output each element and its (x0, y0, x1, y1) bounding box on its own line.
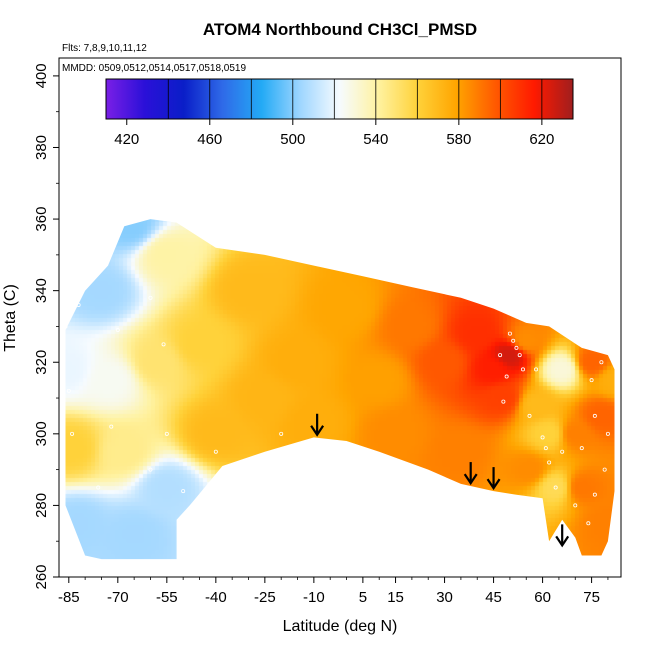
sample-point (70, 431, 75, 436)
sample-point (148, 467, 153, 472)
y-tick-label: 320 (33, 350, 50, 375)
x-tick-label: 5 (359, 589, 367, 606)
sample-point (109, 424, 114, 429)
colorbar-tick-label: 500 (280, 131, 305, 148)
arrow-marker (486, 467, 501, 491)
y-tick-label: 340 (33, 278, 50, 303)
sample-point (534, 367, 539, 372)
sample-point (514, 345, 519, 350)
sample-point (599, 360, 604, 365)
arrow-marker (310, 413, 325, 437)
sample-points (63, 220, 610, 526)
flights-note: Flts: 7,8,9,10,11,12 (62, 43, 147, 54)
arrow-markers (310, 413, 570, 548)
sample-point (586, 521, 591, 526)
x-axis-label: Latitude (deg N) (283, 618, 398, 635)
x-tick-label: 60 (534, 589, 551, 606)
colorbar-tick-label: 460 (197, 131, 222, 148)
x-tick-label: -55 (156, 589, 178, 606)
sample-point (592, 413, 597, 418)
colorbar-ticks: 420 460 500 540 580 620 (114, 79, 554, 148)
dates-note: MMDD: 0509,0512,0514,0517,0518,0519 (62, 63, 246, 74)
sample-point (553, 485, 558, 490)
sample-point (89, 274, 94, 279)
plot-frame (58, 57, 622, 578)
sample-point (125, 220, 130, 225)
sample-point (602, 467, 607, 472)
y-axis-label: Theta (C) (2, 284, 19, 352)
sample-point (507, 331, 512, 336)
y-tick-label: 260 (33, 564, 50, 589)
sample-point (498, 353, 503, 358)
colorbar-tick-label: 420 (114, 131, 139, 148)
x-axis: -85 -70 -55 -40 -25 -10 5 15 30 45 60 75 (58, 577, 609, 606)
sample-point (279, 431, 284, 436)
sample-point (96, 485, 101, 490)
sample-point (504, 374, 509, 379)
sample-point (213, 449, 218, 454)
x-tick-label: 45 (485, 589, 502, 606)
sample-point (76, 302, 81, 307)
sample-point (589, 378, 594, 383)
y-tick-label: 360 (33, 207, 50, 232)
sample-point (148, 295, 153, 300)
sample-point (501, 399, 506, 404)
sample-point (517, 353, 522, 358)
x-tick-label: -85 (58, 589, 80, 606)
sample-point (527, 413, 532, 418)
colorbar-tick-label: 580 (446, 131, 471, 148)
sample-point (181, 489, 186, 494)
sample-point (543, 446, 548, 451)
x-tick-label: -10 (303, 589, 325, 606)
sample-point (592, 492, 597, 497)
y-axis: 260 280 300 320 340 360 380 400 (33, 63, 59, 590)
sample-point (579, 446, 584, 451)
y-tick-label: 400 (33, 63, 50, 88)
colorbar: 420 460 500 540 580 620 (105, 78, 574, 148)
x-tick-label: -70 (107, 589, 129, 606)
x-tick-label: 15 (387, 589, 404, 606)
x-tick-label: -40 (205, 589, 227, 606)
sample-point (66, 388, 71, 393)
sample-point (605, 431, 610, 436)
sample-point (164, 431, 169, 436)
colorbar-gradient (105, 78, 574, 120)
arrow-marker (555, 524, 570, 548)
y-tick-label: 300 (33, 421, 50, 446)
y-tick-label: 280 (33, 493, 50, 518)
y-tick-label: 380 (33, 135, 50, 160)
sample-point (511, 338, 516, 343)
sample-point (115, 328, 120, 333)
arrow-marker (463, 462, 478, 486)
x-tick-label: -25 (254, 589, 276, 606)
chart-title: ATOM4 Northbound CH3Cl_PMSD (203, 20, 477, 39)
sample-point (540, 435, 545, 440)
colorbar-tick-label: 540 (363, 131, 388, 148)
x-tick-label: 75 (583, 589, 600, 606)
colorbar-tick-label: 620 (529, 131, 554, 148)
sample-point (560, 449, 565, 454)
sample-point (161, 342, 166, 347)
sample-point (547, 460, 552, 465)
sample-point (520, 367, 525, 372)
sample-point (573, 503, 578, 508)
sample-point (63, 324, 68, 329)
x-tick-label: 30 (436, 589, 453, 606)
